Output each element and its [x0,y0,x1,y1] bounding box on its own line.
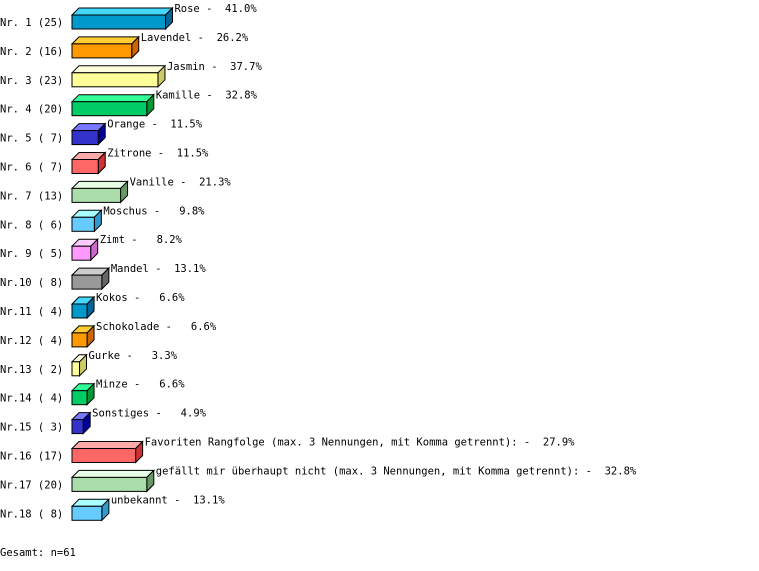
bar [71,130,99,146]
bar-top [70,180,129,189]
bar-value-label: Rose - 41.0% [174,3,257,15]
bar [71,274,103,290]
bar-value-label: Vanille - 21.3% [130,176,232,188]
bar-value-label: Moschus - 9.8% [103,205,205,217]
row-rank-label: Nr. 4 (20) [0,104,63,116]
row-rank-label: Nr. 1 (25) [0,17,63,29]
row-rank-label: Nr.15 ( 3) [0,422,63,434]
bar-value-label: Minze - 6.6% [96,379,185,391]
bar-value-label: Sonstiges - 4.9% [92,408,206,420]
bar [71,476,148,492]
bar [71,187,122,203]
bar [71,72,159,88]
bar-value-label: Favoriten Rangfolge (max. 3 Nennungen, m… [145,437,576,449]
row-rank-label: Nr. 5 ( 7) [0,133,63,145]
bar-value-label: gefällt mir überhaupt nicht (max. 3 Nenn… [156,465,637,477]
row-rank-label: Nr.12 ( 4) [0,335,63,347]
row-rank-label: Nr.13 ( 2) [0,364,63,376]
bar [71,303,88,319]
bar [71,419,84,435]
bar [71,361,81,377]
row-rank-label: Nr. 7 (13) [0,190,63,202]
row-rank-label: Nr.10 ( 8) [0,277,63,289]
row-rank-label: Nr.18 ( 8) [0,508,63,520]
bar-value-label: unbekannt - 13.1% [111,494,225,506]
row-rank-label: Nr. 2 (16) [0,46,63,58]
bar [71,216,95,232]
bar-top [70,469,155,478]
bar [71,14,166,30]
bar [71,43,133,59]
bar-top [70,441,144,449]
bar-value-label: Zimt - 8.2% [100,234,183,246]
bar-value-label: Kokos - 6.6% [96,292,185,304]
bar-top [70,94,155,103]
row-rank-label: Nr. 6 ( 7) [0,162,63,174]
bar-value-label: Gurke - 3.3% [89,350,178,362]
bar [71,390,88,406]
row-rank-label: Nr. 3 (23) [0,75,63,87]
row-rank-label: Nr.17 (20) [0,479,63,491]
row-rank-label: Nr. 9 ( 5) [0,248,63,260]
bar-value-label: Jasmin - 37.7% [167,61,263,73]
bar [71,245,92,261]
bar [71,159,99,174]
bar [71,505,103,521]
row-rank-label: Nr. 8 ( 6) [0,219,63,231]
row-rank-label: Nr.11 ( 4) [0,306,63,318]
bar-value-label: Orange - 11.5% [107,119,203,131]
bar-value-label: Mandel - 13.1% [111,263,207,275]
total-count: Gesamt: n=61 [0,547,76,559]
bar-top [70,65,167,74]
row-rank-label: Nr.14 ( 4) [0,393,63,405]
bar-value-label: Kamille - 32.8% [156,90,258,102]
bar [71,448,137,463]
bar-top [70,7,174,16]
bar-value-label: Schokolade - 6.6% [96,321,217,333]
row-rank-label: Nr.16 (17) [0,451,63,463]
bar-value-label: Zitrone - 11.5% [107,148,209,160]
bar-value-label: Lavendel - 26.2% [141,32,249,44]
bar [71,332,88,348]
bar [71,101,148,117]
bar-top [70,36,140,45]
